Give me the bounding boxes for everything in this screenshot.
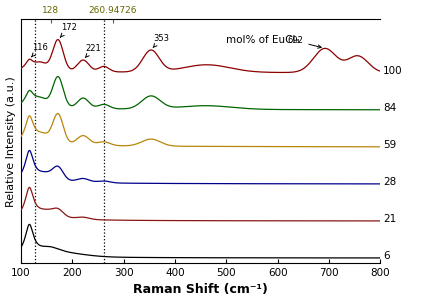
Text: 59: 59 (383, 140, 396, 150)
Text: 692: 692 (287, 36, 321, 48)
Text: 172: 172 (60, 23, 77, 37)
Y-axis label: Relative Intensity (a.u.): Relative Intensity (a.u.) (6, 76, 16, 207)
Text: 21: 21 (383, 214, 396, 224)
Text: 116: 116 (32, 43, 48, 57)
Text: 353: 353 (153, 34, 170, 48)
Text: 100: 100 (383, 66, 403, 76)
Text: mol% of EuCl₃: mol% of EuCl₃ (226, 35, 299, 45)
Text: 84: 84 (383, 104, 396, 114)
X-axis label: Raman Shift (cm⁻¹): Raman Shift (cm⁻¹) (133, 284, 268, 297)
Text: 221: 221 (85, 44, 102, 58)
Text: 6: 6 (383, 251, 390, 261)
Text: 28: 28 (383, 177, 396, 187)
